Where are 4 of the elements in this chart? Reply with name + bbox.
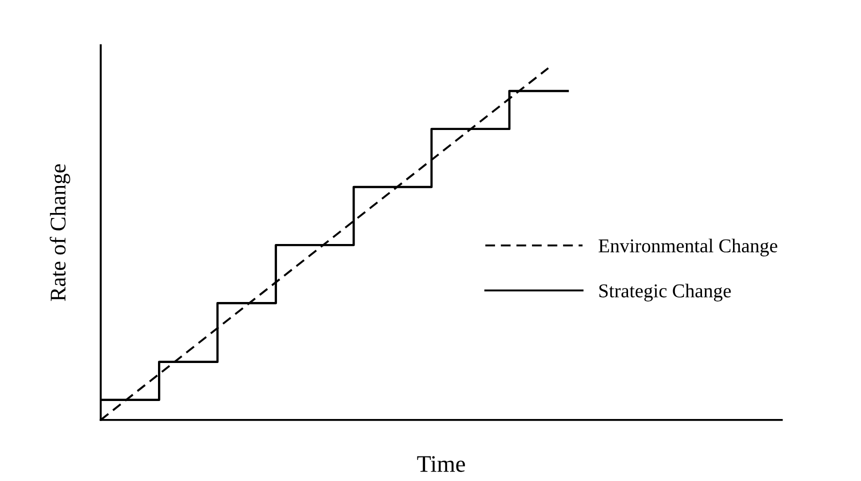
x-axis-title: Time — [417, 456, 465, 472]
legend-label: Environmental Change — [598, 238, 778, 256]
y-axis-title: Rate of Change — [50, 164, 70, 302]
legend-label: Strategic Change — [599, 284, 731, 302]
